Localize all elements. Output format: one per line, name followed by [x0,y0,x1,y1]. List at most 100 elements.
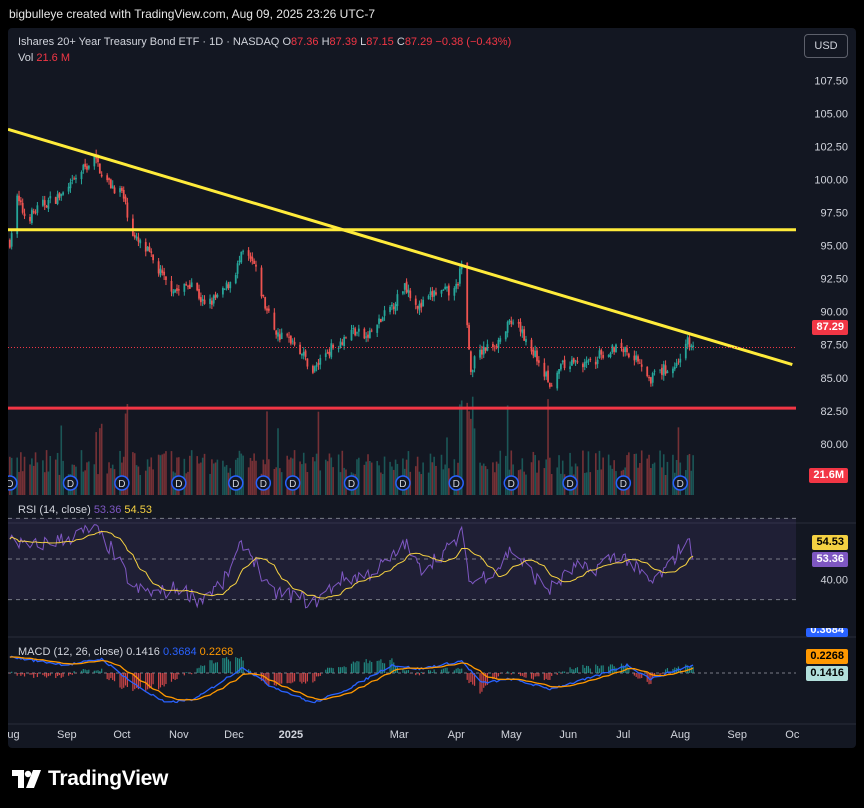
volume-bar [607,454,610,495]
candle-body [495,345,498,347]
candle-body [545,372,548,377]
macd-histogram-bar [29,673,31,675]
macd-histogram-bar [376,660,378,673]
macd-histogram-bar [600,665,602,673]
macd-histogram-bar [442,668,444,673]
volume-bar [666,461,669,495]
volume-bar [253,453,255,495]
volume-bar [633,453,636,495]
candle-body [572,358,575,363]
candle-body [664,365,667,374]
candle-body [583,362,586,367]
volume-bar [460,400,463,495]
candle-body [330,343,333,358]
macd-histogram-bar [56,673,59,677]
candle-body [45,205,48,208]
macd-histogram-bar [479,673,481,694]
macd-histogram-bar [110,673,112,679]
volume-bar [521,458,524,495]
volume-bar [34,452,37,495]
candle-body [429,291,432,296]
volume-bar [550,474,553,495]
volume-bar [692,455,694,495]
tradingview-logo[interactable]: TradingView [12,767,168,790]
volume-bar [80,450,83,495]
time-axis-label: Sep [727,729,747,741]
candle-body [87,165,90,169]
symbol-title[interactable]: Ishares 20+ Year Treasury Bond ETF · 1D … [18,36,280,48]
candle-body [306,358,309,367]
macd-histogram-bar [183,673,185,676]
macd-histogram-bar [214,662,217,673]
candle-body [473,356,476,369]
candle-body [133,235,136,238]
dividend-marker-label: D [289,479,296,490]
macd-histogram-bar [492,673,494,680]
open-label: O [282,36,291,48]
macd-histogram-bar [470,673,472,682]
candle-body [607,355,610,357]
candle-body [203,299,206,304]
macd-histogram-bar [457,667,459,673]
candle-body [98,163,101,174]
volume-bar [628,452,630,495]
macd-histogram-bar [135,673,138,688]
candle-body [253,260,256,264]
volume-bar [106,473,108,495]
macd-histogram-bar [365,659,367,673]
candle-body [157,261,160,274]
volume-bar [381,473,384,495]
volume-bar [341,450,344,495]
volume-bar [416,456,419,495]
macd-histogram-bar [341,667,343,673]
dividend-marker [8,475,18,491]
time-axis-label: Jun [559,729,577,741]
volume-bar [326,461,329,495]
macd-histogram-bar [225,657,228,673]
volume-bar [108,462,110,495]
candle-body [341,342,344,345]
macd-histogram-bar [510,673,512,675]
time-axis-label: Dec [224,729,244,741]
volume-bar [16,457,18,495]
volume-bar [337,454,340,495]
volume-bar [556,467,559,495]
volume-bar [280,472,283,495]
macd-histogram-bar [609,664,612,673]
candle-body [113,187,116,194]
volume-bar [157,454,160,495]
candle-body [637,356,639,362]
macd-label[interactable]: MACD (12, 26, close) [18,646,124,658]
dividend-marker [343,475,360,491]
chart-frame[interactable]: 107.50 105.00 102.50 100.00 97.50 95.00 92.50 9… [8,28,856,748]
candle-body [576,361,579,363]
candle-body [300,353,303,356]
candle-body [530,339,533,352]
macd-histogram-bar [170,673,173,682]
currency-button[interactable]: USD [804,34,848,58]
rsi-label[interactable]: RSI (14, close) [18,504,91,516]
macd-histogram-bar [352,661,354,673]
macd-histogram-bar [97,670,99,673]
candle-body [56,194,59,204]
candle-body [73,178,76,180]
price-legend: Ishares 20+ Year Treasury Bond ETF · 1D … [18,36,511,48]
candle-body [49,196,52,199]
candle-body [504,331,507,340]
volume-bar [45,450,48,495]
macd-histogram-bar [378,660,380,673]
volume-bar [646,458,649,495]
macd-histogram-bar [68,673,70,676]
macd-histogram-bar [80,670,83,673]
volume-bar [356,459,358,495]
candle-body [356,332,358,334]
macd-histogram-bar [620,663,623,673]
volume-bar [99,428,101,495]
volume-bar [302,452,305,495]
candle-body [442,289,445,291]
volume-bar [132,452,134,495]
chart-canvas[interactable]: 107.50 105.00 102.50 100.00 97.50 95.00 92.50 9… [8,28,856,748]
time-axis-label: Nov [169,729,189,741]
candle-body [177,289,180,291]
volume-bar [23,456,26,495]
